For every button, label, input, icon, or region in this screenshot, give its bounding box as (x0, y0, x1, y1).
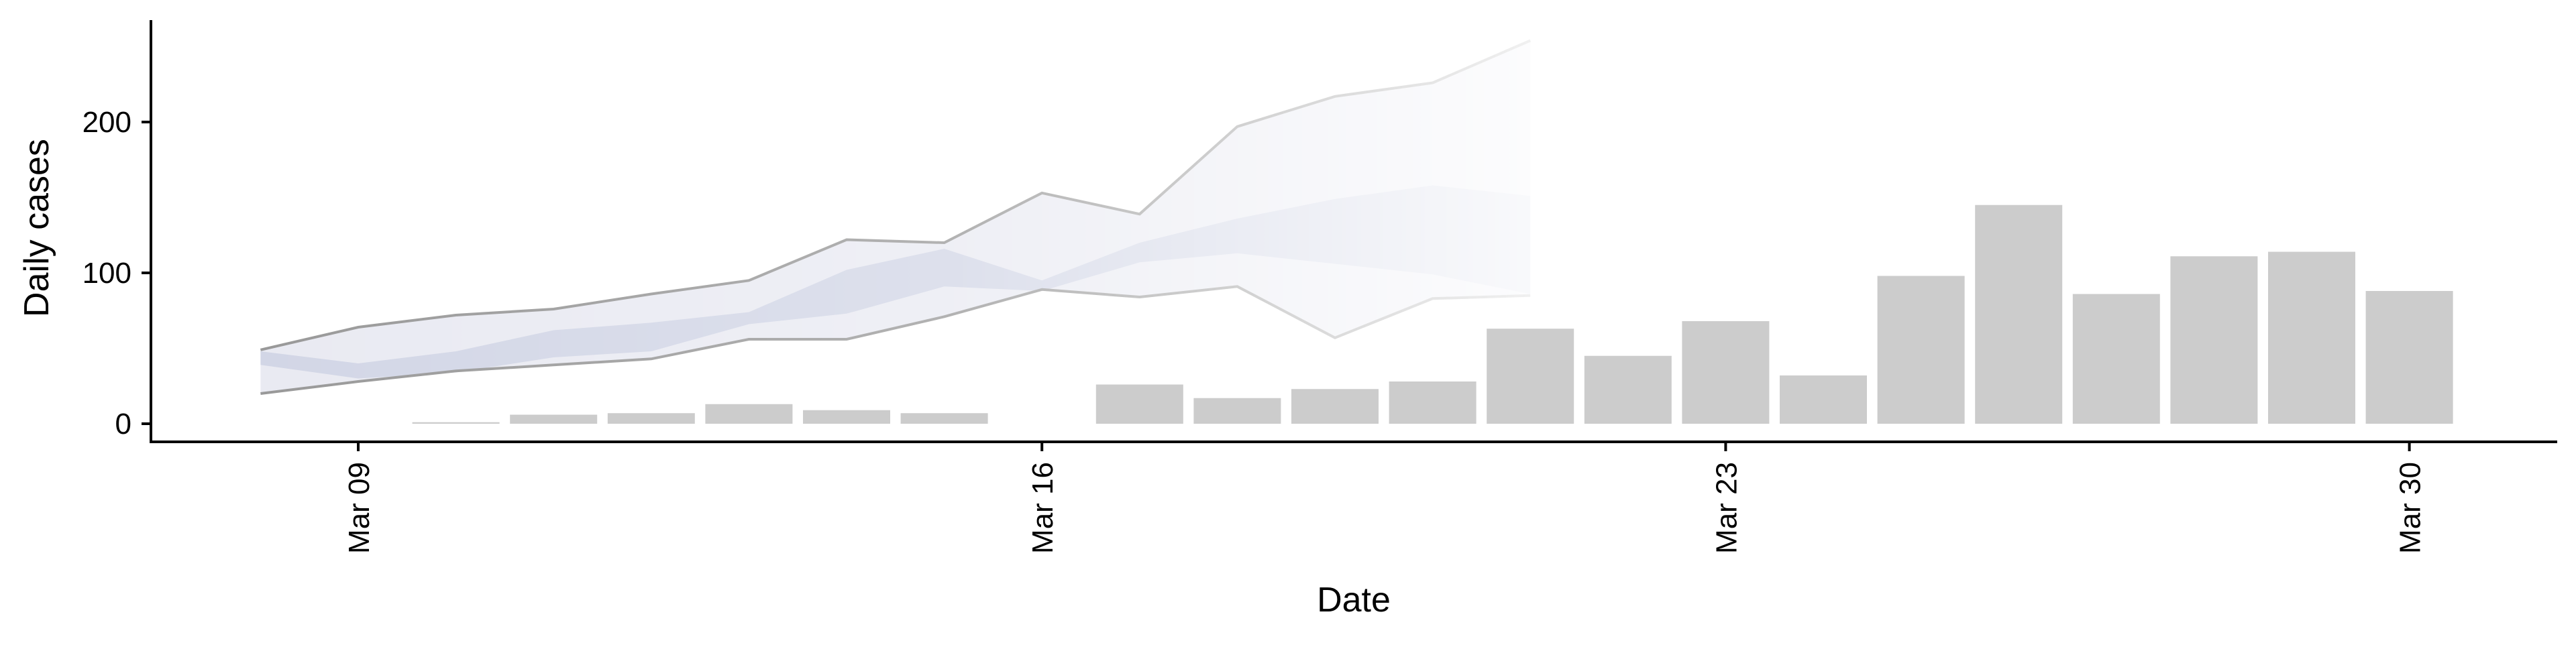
x-axis-title: Date (1317, 581, 1391, 620)
bar-mar-28 (2170, 256, 2258, 424)
y-tick-label-200: 200 (83, 106, 131, 139)
bar-mar-22 (1584, 355, 1672, 424)
bar-mar-15 (900, 413, 988, 424)
bar-mar-21 (1487, 329, 1574, 424)
y-tick-label-0: 0 (115, 408, 131, 440)
forecast-inner-band (260, 185, 1531, 379)
x-tick-label-mar-09: Mar 09 (343, 462, 376, 554)
axes-layer (150, 20, 2557, 443)
bar-mar-27 (2072, 294, 2160, 424)
bar-mar-23 (1682, 321, 1770, 424)
forecast-upper-line (260, 39, 1531, 351)
bar-mar-12 (607, 413, 695, 424)
bar-mar-24 (1780, 375, 1867, 424)
x-tick-label-mar-23: Mar 23 (1710, 462, 1743, 554)
ticks-layer: 0 100 200 Mar 09 Mar 16 Mar 23 Mar 30 (83, 106, 2427, 554)
bar-mar-19 (1291, 389, 1379, 424)
bar-mar-17 (1095, 384, 1183, 424)
bar-mar-14 (803, 410, 890, 424)
bar-mar-13 (705, 404, 793, 424)
bar-mar-20 (1389, 381, 1477, 424)
x-tick-label-mar-30: Mar 30 (2394, 462, 2427, 554)
bar-mar-30 (2365, 291, 2453, 424)
bar-mar-10 (412, 422, 500, 424)
bar-mar-18 (1193, 398, 1281, 424)
bars-layer (412, 204, 2453, 424)
forecast-lower-line (260, 285, 1531, 395)
forecast-band-layer (260, 39, 1531, 395)
x-tick-label-mar-16: Mar 16 (1026, 462, 1059, 554)
y-tick-label-100: 100 (83, 257, 131, 290)
y-axis-title: Daily cases (17, 139, 56, 317)
bar-mar-11 (510, 414, 598, 424)
bar-mar-29 (2268, 251, 2355, 424)
bar-mar-26 (1975, 204, 2063, 424)
bar-mar-25 (1877, 276, 1965, 424)
